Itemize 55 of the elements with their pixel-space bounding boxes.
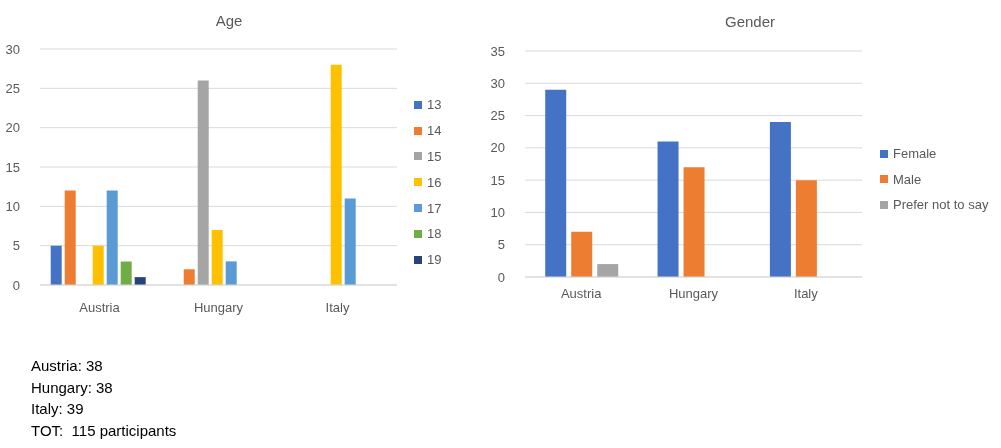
x-tick-label: Italy xyxy=(793,286,819,302)
legend-label: 17 xyxy=(427,200,442,216)
bar xyxy=(330,64,342,285)
y-tick-label: 20 xyxy=(5,120,20,136)
bar xyxy=(571,231,593,277)
x-tick-label: Hungary xyxy=(193,300,244,316)
y-tick-label: 25 xyxy=(5,80,20,96)
legend-label: Prefer not to say xyxy=(893,197,989,213)
text: Italy: 39 xyxy=(31,399,85,419)
bar xyxy=(211,229,223,285)
y-tick-label: 20 xyxy=(490,140,505,156)
bar xyxy=(597,264,619,277)
bar xyxy=(657,141,679,277)
bar xyxy=(92,245,104,285)
y-tick-label: 30 xyxy=(490,75,505,91)
y-tick-label: 15 xyxy=(5,159,20,175)
y-tick-label: 0 xyxy=(497,269,505,285)
bar xyxy=(120,261,132,285)
legend-label: 16 xyxy=(427,174,442,190)
x-tick-label: Austria xyxy=(79,300,121,316)
x-tick-label: Hungary xyxy=(668,286,719,302)
y-tick-label: 10 xyxy=(5,198,20,214)
bar xyxy=(769,122,791,277)
bar xyxy=(197,80,209,285)
bar xyxy=(795,180,817,277)
legend-label: 14 xyxy=(427,123,442,139)
y-tick-label: 0 xyxy=(12,277,20,293)
bar xyxy=(183,269,195,285)
text: TOT: 115 participants xyxy=(31,420,177,441)
legend-label: 19 xyxy=(427,252,442,268)
bar xyxy=(64,190,76,285)
legend-label: 18 xyxy=(427,226,442,242)
bar xyxy=(50,245,62,285)
y-tick-label: 35 xyxy=(490,43,505,59)
legend-label: Male xyxy=(893,171,922,187)
chart-title: Age xyxy=(215,12,243,29)
chart-title: Gender xyxy=(724,13,776,30)
x-tick-label: Italy xyxy=(325,300,350,316)
text: Austria: 38 xyxy=(31,356,104,376)
y-tick-label: 15 xyxy=(490,172,505,188)
bar xyxy=(344,198,356,285)
y-tick-label: 10 xyxy=(490,205,505,221)
y-tick-label: 5 xyxy=(497,237,505,253)
bar xyxy=(106,190,118,285)
y-tick-label: 5 xyxy=(12,238,20,254)
text: Hungary: 38 xyxy=(31,377,114,398)
x-tick-label: Austria xyxy=(560,286,603,302)
legend-label: 13 xyxy=(427,97,442,113)
legend-label: Female xyxy=(893,146,937,162)
y-tick-label: 25 xyxy=(490,108,505,124)
bar xyxy=(225,261,237,285)
bar xyxy=(683,167,705,277)
legend-label: 15 xyxy=(427,148,442,164)
bar xyxy=(545,89,567,277)
y-tick-label: 30 xyxy=(5,41,20,57)
